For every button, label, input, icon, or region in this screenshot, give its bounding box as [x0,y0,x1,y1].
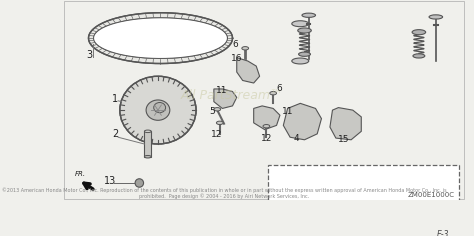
Text: 12: 12 [211,130,223,139]
Ellipse shape [302,13,316,17]
Text: 15: 15 [338,135,350,144]
Text: 11: 11 [282,107,293,116]
Text: 6: 6 [233,40,238,49]
Ellipse shape [263,125,270,128]
Text: 1: 1 [112,94,118,104]
Text: 4: 4 [293,135,299,143]
Ellipse shape [120,76,196,144]
Text: 2: 2 [112,129,118,139]
Ellipse shape [413,54,425,58]
Ellipse shape [412,30,426,35]
Ellipse shape [154,102,165,113]
Text: ZM00E1000C: ZM00E1000C [408,192,455,198]
Bar [268,165,459,236]
Text: 3: 3 [87,50,93,60]
Ellipse shape [299,52,310,56]
Polygon shape [283,103,321,140]
Ellipse shape [217,121,223,125]
Circle shape [135,179,144,187]
Ellipse shape [145,130,151,133]
Polygon shape [214,89,237,108]
Text: ©2013 American Honda Motor Co., Inc. Reproduction of the contents of this public: ©2013 American Honda Motor Co., Inc. Rep… [2,187,447,199]
Text: All PartStream™: All PartStream™ [181,89,283,102]
Ellipse shape [214,108,220,111]
Ellipse shape [145,156,151,158]
Ellipse shape [146,100,170,120]
Ellipse shape [242,46,248,50]
Text: 12: 12 [260,135,272,143]
Ellipse shape [298,28,311,33]
Text: 11: 11 [216,86,227,95]
Ellipse shape [292,21,309,27]
Ellipse shape [292,58,309,64]
Polygon shape [254,106,280,130]
Text: 5: 5 [210,107,215,116]
Text: 16: 16 [231,54,242,63]
Ellipse shape [270,92,276,95]
Bar [145,131,151,157]
Text: 13: 13 [104,176,116,186]
Text: E-3: E-3 [437,230,450,236]
Polygon shape [330,108,361,140]
Text: 6: 6 [276,84,283,93]
Ellipse shape [93,18,228,59]
Text: FR.: FR. [75,171,86,177]
Ellipse shape [429,15,443,19]
Polygon shape [237,58,260,83]
Ellipse shape [89,13,233,63]
